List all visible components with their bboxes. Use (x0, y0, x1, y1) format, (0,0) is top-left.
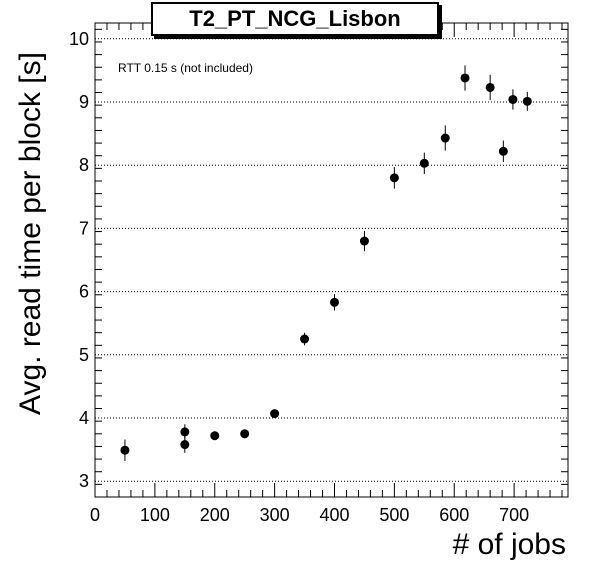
x-tick-label: 500 (379, 505, 409, 525)
data-point (180, 427, 190, 437)
chart-title: T2_PT_NCG_Lisbon (189, 6, 401, 31)
data-point (359, 236, 369, 246)
x-axis-label: # of jobs (452, 528, 566, 561)
data-point (300, 334, 310, 344)
x-tick-label: 600 (439, 505, 469, 525)
plot-frame (94, 22, 569, 498)
axis-ticks (94, 23, 568, 498)
data-point (389, 173, 399, 183)
data-point (329, 297, 339, 307)
data-point (440, 133, 450, 143)
x-tick-label: 300 (260, 505, 290, 525)
data-points (120, 65, 532, 461)
y-tick-label: 10 (69, 29, 89, 49)
data-point (180, 440, 190, 450)
grid-lines (95, 38, 568, 482)
y-tick-label: 4 (79, 408, 89, 428)
y-axis-label: Avg. read time per block [s] (14, 52, 47, 415)
y-tick-label: 8 (79, 155, 89, 175)
data-point (240, 429, 250, 439)
y-tick-label: 6 (79, 282, 89, 302)
x-tick-label: 700 (499, 505, 529, 525)
y-tick-label: 9 (79, 92, 89, 112)
data-point (498, 146, 508, 156)
data-point (120, 445, 130, 455)
data-point (522, 96, 532, 106)
x-tick-label: 100 (140, 505, 170, 525)
y-tick-label: 7 (79, 218, 89, 238)
y-tick-label: 5 (79, 345, 89, 365)
data-point (508, 94, 518, 104)
x-tick-label: 400 (319, 505, 349, 525)
data-point (419, 158, 429, 168)
x-tick-label: 0 (90, 505, 100, 525)
chart-title-box: T2_PT_NCG_Lisbon (151, 2, 439, 36)
data-point (270, 409, 280, 419)
x-tick-label: 200 (200, 505, 230, 525)
rtt-annotation: RTT 0.15 s (not included) (118, 61, 253, 75)
y-tick-label: 3 (79, 471, 89, 491)
data-point (210, 431, 220, 441)
data-point (460, 73, 470, 83)
data-point (485, 82, 495, 92)
